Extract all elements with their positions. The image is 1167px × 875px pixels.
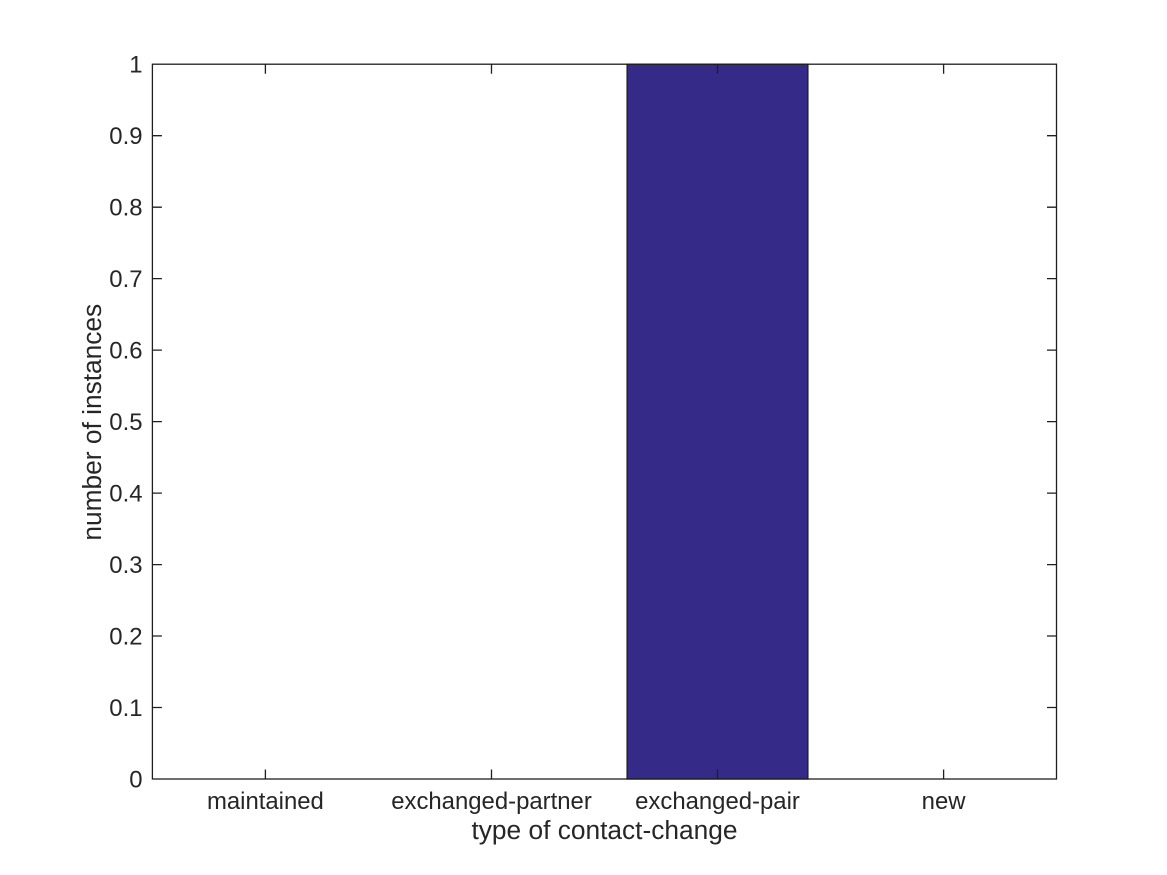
svg-text:maintained: maintained [207, 788, 324, 815]
svg-text:0.1: 0.1 [109, 695, 142, 722]
svg-text:new: new [922, 788, 967, 815]
svg-text:0.4: 0.4 [109, 480, 142, 507]
svg-text:0.3: 0.3 [109, 552, 142, 579]
svg-text:exchanged-partner: exchanged-partner [391, 788, 592, 815]
svg-text:1: 1 [129, 52, 142, 79]
svg-text:type of contact-change: type of contact-change [471, 815, 737, 845]
svg-text:0.2: 0.2 [109, 623, 142, 650]
svg-text:0.7: 0.7 [109, 266, 142, 293]
svg-text:0: 0 [129, 766, 142, 793]
svg-text:0.6: 0.6 [109, 337, 142, 364]
svg-text:0.8: 0.8 [109, 195, 142, 222]
svg-text:number of instances: number of instances [77, 304, 107, 541]
svg-text:0.5: 0.5 [109, 409, 142, 436]
svg-text:0.9: 0.9 [109, 123, 142, 150]
svg-text:exchanged-pair: exchanged-pair [635, 788, 800, 815]
